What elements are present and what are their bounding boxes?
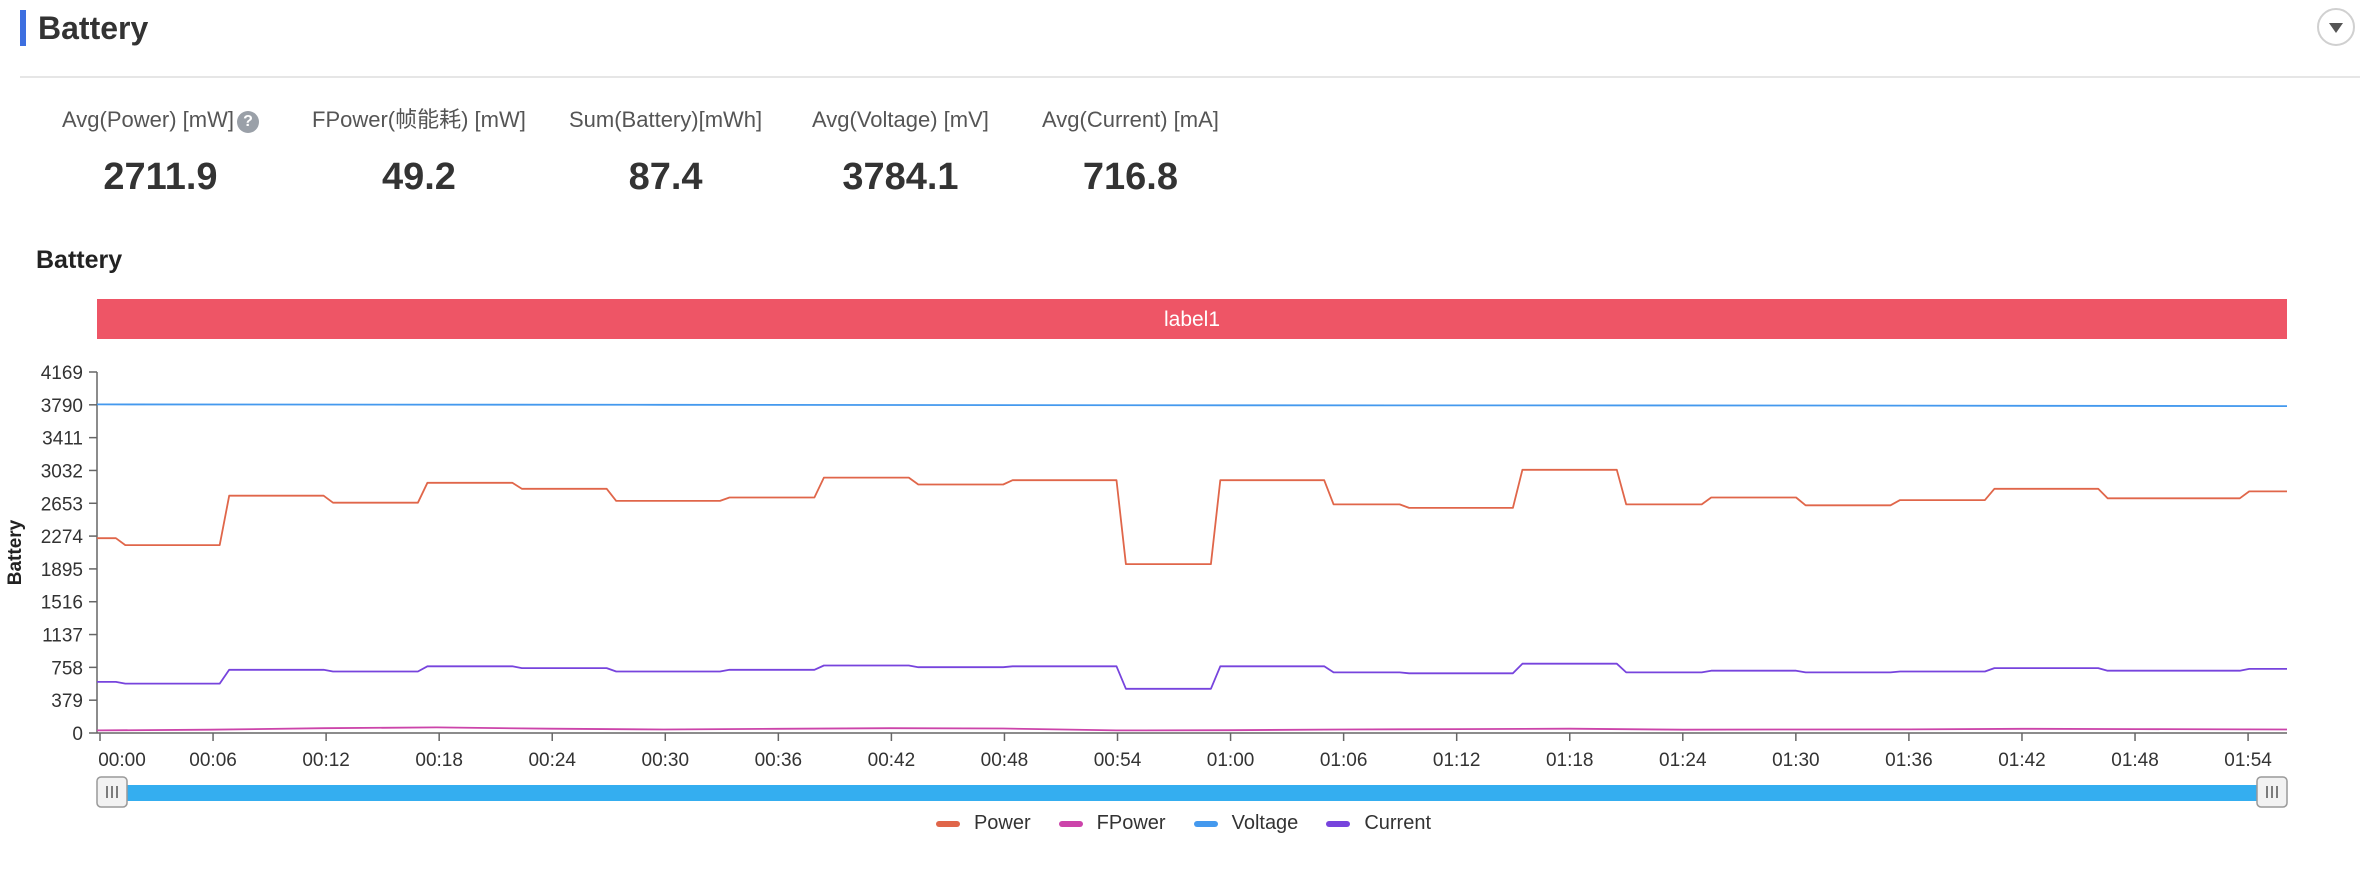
series-line-voltage xyxy=(96,403,2288,407)
legend-item-current[interactable]: Current xyxy=(1326,812,1431,835)
battery-chart: label1 0 379 758 1137 1516 1895 2274 2653 3032 341… xyxy=(5,299,2288,808)
y-tick-label: 1137 xyxy=(42,626,83,647)
y-tick-label: 2274 xyxy=(41,527,84,548)
legend-item-voltage[interactable]: Voltage xyxy=(1193,812,1299,835)
stat-value: 49.2 xyxy=(381,156,456,198)
legend-item-power[interactable]: Power xyxy=(935,812,1031,835)
x-tick-label: 00:18 xyxy=(415,750,463,771)
x-tick-label: 01:24 xyxy=(1659,750,1707,771)
chart-legend: Power FPower Voltage Current xyxy=(0,812,2367,835)
x-tick-label: 01:18 xyxy=(1546,750,1594,771)
stat-label: Avg(Current) [mA] xyxy=(1042,107,1219,132)
stat-avg-current: Avg(Current) [mA] 716.8 xyxy=(1042,105,1219,199)
legend-swatch xyxy=(1326,820,1351,827)
stat-value: 3784.1 xyxy=(842,156,959,198)
y-tick-label: 3790 xyxy=(41,396,83,417)
series-line-fpower xyxy=(96,726,2288,732)
x-tick-label: 00:30 xyxy=(642,750,690,771)
y-tick-label: 4169 xyxy=(41,363,83,384)
legend-swatch xyxy=(935,820,960,827)
y-tick-label: 1895 xyxy=(41,560,83,581)
collapse-button[interactable] xyxy=(2317,8,2355,46)
stat-value: 87.4 xyxy=(628,156,703,198)
y-tick-label: 1516 xyxy=(41,593,83,614)
stat-sum-battery: Sum(Battery)[mWh] 87.4 xyxy=(569,105,762,199)
x-tick-label: 00:24 xyxy=(528,750,576,771)
x-tick-label: 01:42 xyxy=(1998,750,2046,771)
header-divider xyxy=(20,76,2360,78)
legend-swatch xyxy=(1058,820,1083,827)
stat-fpower: FPower(帧能耗) [mW] 49.2 xyxy=(312,105,526,199)
stat-label: Sum(Battery)[mWh] xyxy=(569,107,763,132)
y-axis-label: Battery xyxy=(5,519,26,585)
y-tick-label: 379 xyxy=(51,691,83,712)
stat-label: FPower(帧能耗) [mW] xyxy=(312,107,526,132)
y-tick-label: 758 xyxy=(51,658,83,679)
x-tick-label: 01:12 xyxy=(1433,750,1481,771)
legend-label: Power xyxy=(973,812,1031,834)
x-tick-label: 00:36 xyxy=(755,750,803,771)
x-tick-label: 00:12 xyxy=(302,750,350,771)
y-tick-label: 3032 xyxy=(41,461,83,482)
legend-swatch xyxy=(1193,820,1218,827)
series-line-power xyxy=(97,468,2287,566)
legend-label: FPower xyxy=(1096,812,1166,834)
y-tick-label: 3411 xyxy=(42,429,83,450)
stat-value: 716.8 xyxy=(1082,156,1178,198)
stat-value: 2711.9 xyxy=(103,156,218,198)
x-tick-label: 01:00 xyxy=(1207,750,1255,771)
x-tick-label: 01:48 xyxy=(2111,750,2159,771)
title-accent-bar xyxy=(20,10,26,46)
help-icon[interactable]: ? xyxy=(236,111,259,133)
stat-avg-voltage: Avg(Voltage) [mV] 3784.1 xyxy=(812,105,989,199)
stat-avg-power: Avg(Power) [mW]? 2711.9 xyxy=(62,105,259,199)
x-tick-label: 00:54 xyxy=(1094,750,1142,771)
x-tick-label: 00:00 xyxy=(98,750,146,771)
stat-label: Avg(Voltage) [mV] xyxy=(812,107,989,132)
x-tick-label: 01:06 xyxy=(1320,750,1368,771)
page-title: Battery xyxy=(38,10,149,46)
y-tick-label: 0 xyxy=(72,724,83,745)
x-tick-label: 01:54 xyxy=(2224,750,2272,771)
legend-item-fpower[interactable]: FPower xyxy=(1058,812,1166,835)
x-tick-label: 00:42 xyxy=(868,750,916,771)
legend-label: Voltage xyxy=(1231,812,1299,834)
label-band-text: label1 xyxy=(1164,308,1220,331)
x-tick-label: 01:36 xyxy=(1885,750,1933,771)
y-tick-label: 2653 xyxy=(41,494,83,515)
chart-title: Battery xyxy=(36,246,123,274)
range-slider-track[interactable] xyxy=(107,785,2277,801)
x-tick-label: 00:48 xyxy=(981,750,1029,771)
x-tick-label: 01:30 xyxy=(1772,750,1820,771)
stat-label: Avg(Power) [mW]? xyxy=(62,105,259,135)
series-line-current xyxy=(97,662,2287,690)
chevron-down-icon xyxy=(2329,23,2343,33)
x-tick-label: 00:06 xyxy=(189,750,237,771)
legend-label: Current xyxy=(1364,812,1432,834)
label-band xyxy=(97,299,2287,339)
